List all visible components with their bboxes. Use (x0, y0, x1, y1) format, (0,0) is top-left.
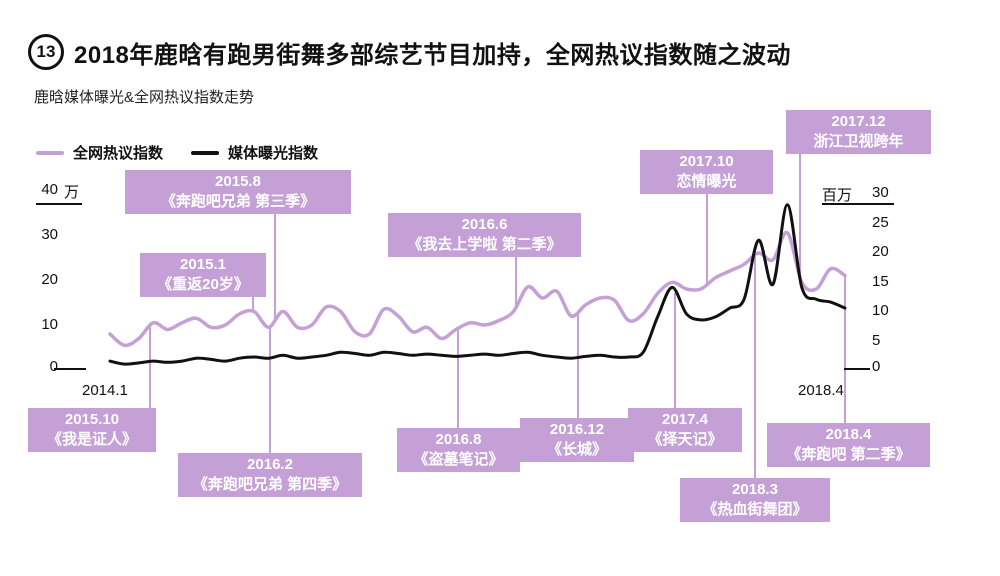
x-axis-start-label: 2014.1 (82, 382, 128, 399)
annotation-label: 《奔跑吧兄弟 第三季》 (160, 193, 316, 210)
annotation-date: 2017.10 (679, 153, 734, 170)
annotation-label: 《长城》 (546, 441, 607, 458)
annotation-2016-8: 2016.8 《盗墓笔记》 (397, 428, 520, 472)
chart-subtitle: 鹿晗媒体曝光&全网热议指数走势 (34, 89, 255, 106)
legend-label: 全网热议指数 (73, 145, 164, 162)
legend-item-discussion: 全网热议指数 (36, 142, 163, 163)
annotation-2016-12: 2016.12 《长城》 (520, 418, 634, 462)
annotation-2016-2: 2016.2 《奔跑吧兄弟 第四季》 (178, 453, 362, 497)
page-header: 13 2018年鹿晗有跑男街舞多部综艺节目加持，全网热议指数随之波动 (28, 34, 791, 70)
annotation-date: 2018.3 (732, 481, 778, 498)
annotation-2015-1: 2015.1 《重返20岁》 (140, 253, 266, 297)
annotation-label: 《我是证人》 (46, 431, 137, 448)
title-badge-number: 13 (28, 34, 64, 70)
annotation-date: 2015.8 (215, 173, 261, 190)
annotation-label: 恋情曝光 (676, 173, 737, 190)
annotation-label: 《奔跑吧 第二季》 (786, 446, 911, 463)
y-axis-right-tick: 20 (872, 243, 889, 260)
annotation-2016-6: 2016.6 《我去上学啦 第二季》 (388, 213, 581, 257)
axis-baseline-mark (844, 368, 870, 370)
annotation-label: 《盗墓笔记》 (413, 451, 504, 468)
annotation-date: 2016.12 (549, 421, 605, 438)
legend-swatch-purple (36, 150, 64, 155)
legend-item-exposure: 媒体曝光指数 (191, 142, 318, 163)
annotation-date: 2015.10 (64, 411, 120, 428)
annotation-label: 《奔跑吧兄弟 第四季》 (192, 476, 348, 493)
chart-legend: 全网热议指数 媒体曝光指数 (36, 142, 334, 163)
y-axis-right-tick: 30 (872, 184, 889, 201)
legend-label: 媒体曝光指数 (228, 145, 319, 162)
y-axis-left-tick: 20 (41, 271, 58, 288)
annotation-2017-12: 2017.12 浙江卫视跨年 (786, 110, 931, 154)
annotation-2018-3: 2018.3 《热血街舞团》 (680, 478, 830, 522)
y-axis-right-tick: 10 (872, 302, 889, 319)
annotation-date: 2016.2 (247, 456, 293, 473)
annotation-date: 2015.1 (180, 256, 226, 273)
axis-tick-mark (36, 203, 82, 205)
y-axis-left-tick: 40 (41, 181, 58, 198)
y-axis-right-unit: 百万 (822, 187, 853, 204)
annotation-2017-10: 2017.10 恋情曝光 (640, 150, 773, 194)
axis-tick-mark (822, 203, 894, 205)
annotation-date: 2017.12 (831, 113, 886, 130)
y-axis-right-tick: 25 (872, 214, 889, 231)
y-axis-left-tick: 0 (49, 358, 58, 375)
annotation-date: 2016.8 (435, 431, 482, 448)
annotation-label: 《热血街舞团》 (702, 501, 808, 518)
annotation-2017-4: 2017.4 《择天记》 (628, 408, 742, 452)
annotation-2015-8: 2015.8 《奔跑吧兄弟 第三季》 (125, 170, 351, 214)
y-axis-right-tick: 0 (872, 358, 881, 375)
annotation-date: 2016.6 (461, 216, 508, 233)
annotation-2015-10: 2015.10 《我是证人》 (28, 408, 156, 452)
annotation-2018-4: 2018.4 《奔跑吧 第二季》 (767, 423, 930, 467)
legend-swatch-black (191, 150, 220, 155)
y-axis-left-unit: 万 (64, 184, 80, 201)
annotation-date: 2017.4 (662, 411, 708, 428)
y-axis-right-tick: 5 (872, 332, 881, 349)
annotation-label: 《择天记》 (647, 431, 723, 448)
page-title: 2018年鹿晗有跑男街舞多部综艺节目加持，全网热议指数随之波动 (74, 41, 791, 69)
annotation-label: 浙江卫视跨年 (813, 133, 904, 150)
y-axis-left-tick: 30 (41, 226, 58, 243)
y-axis-left-tick: 10 (41, 316, 58, 333)
y-axis-right-tick: 15 (872, 273, 889, 290)
annotation-label: 《我去上学啦 第二季》 (407, 236, 562, 253)
annotation-label: 《重返20岁》 (157, 276, 249, 293)
x-axis-end-label: 2018.4 (798, 382, 844, 399)
annotation-date: 2018.4 (825, 426, 872, 443)
axis-baseline-mark (54, 368, 86, 370)
